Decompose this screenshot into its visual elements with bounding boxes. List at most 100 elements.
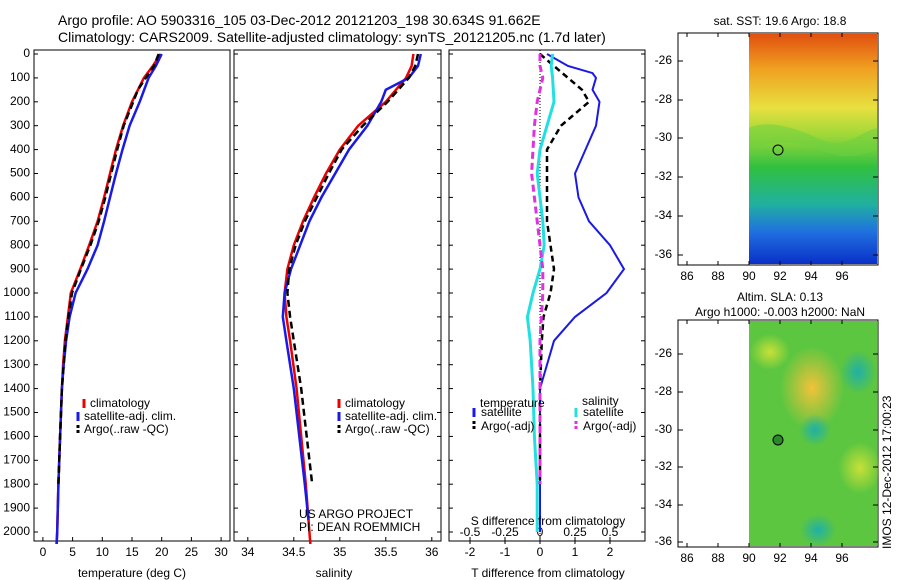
depth-tick-label: 400 [10, 142, 30, 156]
depth-tick-label: 100 [10, 70, 30, 84]
map-y-tick-label: -30 [655, 130, 673, 144]
depth-tick-label: 1700 [3, 452, 30, 466]
x-tick-label: 25 [185, 545, 199, 559]
sla-low [799, 414, 831, 446]
x-tick-label: 35 [333, 545, 347, 559]
map-y-tick-label: -34 [655, 497, 673, 511]
depth-tick-label: 1000 [3, 285, 30, 299]
argo-temperature-line [57, 53, 160, 485]
project-note: US ARGO PROJECT [299, 507, 414, 521]
salinity-y-ticks [234, 53, 441, 533]
difference-legend: temperature satellite Argo(-adj) salinit… [472, 394, 636, 433]
sla-map: Altim. SLA: 0.13 Argo h1000: -0.003 h200… [655, 290, 882, 565]
legend-s-argo-label: Argo(-adj) [583, 419, 636, 433]
legend-argo-label: Argo(..raw -QC) [84, 422, 169, 436]
map-y-tick-label: -36 [655, 534, 673, 548]
depth-tick-label: 1500 [3, 405, 30, 419]
figure-title-line-2: Climatology: CARS2009. Satellite-adjuste… [58, 29, 606, 45]
difference-lines [525, 53, 626, 532]
sst-argo-marker [772, 144, 784, 156]
difference-panel: -2 -1 0 1 2 -0.5 -0.25 0 0.25 0.5 S difference f… [448, 49, 646, 580]
temperature-panel: 0100200300400500600700800900100011001200… [3, 46, 231, 580]
sst-map-title: sat. SST: 19.6 Argo: 18.8 [714, 14, 847, 28]
legend-climatology-label: climatology [90, 396, 150, 410]
x-tick-label: 34 [241, 545, 255, 559]
map-x-tick-label: 94 [804, 551, 818, 565]
x-tick-label: 34.5 [282, 545, 306, 559]
temperature-argo-diff-line [538, 53, 591, 485]
footer-timestamp: IMOS 12-Dec-2012 17:00:23 [880, 395, 894, 549]
temperature-axes-frame [33, 49, 231, 542]
x-tick-label: -0.5 [460, 525, 481, 539]
sst-front [749, 124, 877, 156]
legend-argo-label: Argo(..raw -QC) [345, 422, 430, 436]
sst-map: sat. SST: 19.6 Argo: 18.8 -26 -28 -30 -32 -3… [655, 14, 879, 283]
depth-tick-label: 300 [10, 118, 30, 132]
depth-tick-label: 1400 [3, 381, 30, 395]
x-tick-label: -1 [500, 545, 511, 559]
salinity-lines [281, 53, 423, 545]
x-tick-label: 36 [425, 545, 439, 559]
x-tick-label: 0 [537, 545, 544, 559]
legend-satellite-label: satellite-adj. clim. [345, 409, 437, 423]
salinity-panel: 34 34.5 35 35.5 36 salinity climatology sate… [233, 49, 442, 580]
sla-low-2 [840, 350, 876, 394]
depth-tick-label: 2000 [3, 524, 30, 538]
salinity-axes-frame [233, 49, 442, 542]
legend-satellite-label: satellite-adj. clim. [84, 409, 176, 423]
figure-title-line-1: Argo profile: AO 5903316_105 03-Dec-2012… [58, 12, 541, 28]
depth-tick-label: 1600 [3, 429, 30, 443]
x-tick-label: 5 [69, 545, 76, 559]
map-x-tick-label: 90 [742, 551, 756, 565]
map-y-tick-label: -32 [655, 459, 673, 473]
legend-s-satellite-label: satellite [583, 405, 624, 419]
sst-map-axes: -26 -28 -30 -32 -34 -36 86 88 90 92 94 96 [655, 33, 878, 283]
x-tick-label: 0.5 [602, 525, 619, 539]
depth-tick-label: 1200 [3, 333, 30, 347]
temperature-lines [55, 53, 163, 545]
map-x-tick-label: 88 [711, 551, 725, 565]
difference-y-ticks [449, 53, 645, 533]
x-tick-label: 15 [125, 545, 139, 559]
map-y-tick-label: -28 [655, 384, 673, 398]
depth-tick-label: 500 [10, 166, 30, 180]
salinity-legend: climatology satellite-adj. clim. Argo(..… [337, 396, 437, 436]
map-x-tick-label: 92 [773, 551, 787, 565]
temperature-legend: climatology satellite-adj. clim. Argo(..… [76, 396, 176, 436]
sla-mid [750, 334, 790, 370]
depth-tick-label: 200 [10, 94, 30, 108]
difference-axes-frame [448, 49, 646, 542]
map-y-tick-label: -26 [655, 53, 673, 67]
map-x-tick-label: 86 [680, 269, 694, 283]
x-tick-label: 1 [572, 545, 579, 559]
pi-note: PI: DEAN ROEMMICH [299, 520, 420, 534]
legend-temperature-title: temperature [480, 396, 545, 410]
legend-salinity-title: salinity [582, 394, 619, 408]
map-x-tick-label: 86 [680, 551, 694, 565]
map-y-tick-label: -36 [655, 247, 673, 261]
x-tick-label: 2 [607, 545, 614, 559]
sla-mid-2 [838, 442, 882, 494]
map-x-tick-label: 90 [742, 269, 756, 283]
legend-t-argo-label: Argo(-adj) [481, 419, 534, 433]
legend-climatology-label: climatology [345, 396, 405, 410]
map-x-tick-label: 96 [835, 269, 849, 283]
legend-t-satellite-label: satellite [481, 405, 522, 419]
depth-tick-label: 600 [10, 190, 30, 204]
sla-map-title-1: Altim. SLA: 0.13 [737, 290, 823, 304]
depth-tick-label: 700 [10, 213, 30, 227]
salinity-satellite-diff-line [525, 53, 556, 532]
depth-tick-label: 900 [10, 261, 30, 275]
satellite-salinity-line [281, 53, 423, 521]
map-y-tick-label: -28 [655, 92, 673, 106]
x-tick-label: 10 [96, 545, 110, 559]
temperature-x-axis: 0 5 10 15 20 25 30 [40, 537, 228, 559]
map-y-tick-label: -26 [655, 346, 673, 360]
x-tick-label: 0 [40, 545, 47, 559]
temperature-depth-axis: 0 100 200 300 400 500 600 700 800 900 1000 1100 1200… [3, 46, 38, 538]
difference-xlabel-top: S difference from climatology [471, 514, 626, 528]
map-y-tick-label: -34 [655, 208, 673, 222]
temperature-xlabel: temperature (deg C) [78, 566, 186, 580]
map-y-tick-label: -32 [655, 169, 673, 183]
